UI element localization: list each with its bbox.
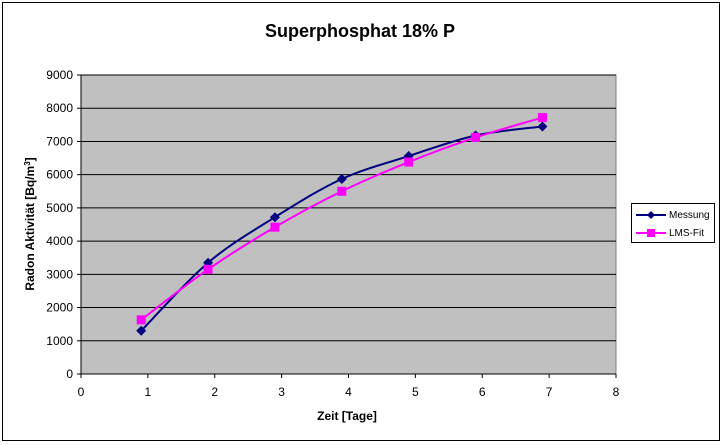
data-point-lms-fit — [203, 264, 213, 274]
x-tick-label: 7 — [546, 385, 553, 399]
y-tick-label: 7000 — [46, 134, 73, 148]
data-point-lms-fit — [471, 132, 481, 142]
y-tick-label: 0 — [66, 367, 73, 381]
y-tick-label: 1000 — [46, 334, 73, 348]
legend: Messung LMS-Fit — [631, 203, 715, 243]
y-tick-label: 4000 — [46, 234, 73, 248]
plot-area — [80, 74, 617, 375]
x-tick-label: 2 — [211, 385, 218, 399]
y-tick-label: 8000 — [46, 101, 73, 115]
data-point-messung — [336, 173, 347, 184]
legend-swatch-messung — [636, 211, 666, 219]
x-tick-label: 5 — [412, 385, 419, 399]
legend-swatch-lms-fit — [636, 229, 666, 237]
x-tick-label: 8 — [613, 385, 620, 399]
legend-label-messung: Messung — [669, 209, 710, 221]
data-point-lms-fit — [404, 157, 414, 167]
y-axis-label-sup: 3 — [23, 161, 32, 166]
chart-title: Superphosphat 18% P — [265, 21, 455, 41]
y-axis-label-end: ] — [23, 157, 37, 161]
y-axis-ticks: 0 1000 2000 3000 4000 5000 6000 7000 8000 9000 — [46, 68, 81, 381]
x-axis-ticks: 0 1 2 3 4 5 6 7 8 — [78, 374, 620, 399]
y-tick-label: 6000 — [46, 168, 73, 182]
y-tick-label: 2000 — [46, 301, 73, 315]
legend-item-lms-fit: LMS-Fit — [636, 226, 704, 240]
data-point-lms-fit — [337, 186, 347, 196]
data-point-lms-fit — [270, 222, 280, 232]
y-tick-label: 3000 — [46, 267, 73, 281]
y-tick-label: 5000 — [46, 201, 73, 215]
y-tick-label: 9000 — [46, 68, 73, 82]
data-point-messung — [537, 121, 548, 132]
x-tick-label: 0 — [78, 385, 85, 399]
x-tick-label: 3 — [278, 385, 285, 399]
x-tick-label: 1 — [145, 385, 152, 399]
series-layer — [136, 113, 548, 336]
data-point-messung — [136, 325, 147, 336]
x-tick-label: 6 — [479, 385, 486, 399]
x-axis-label: Zeit [Tage] — [317, 409, 377, 423]
data-point-messung — [269, 212, 280, 223]
grid-lines — [80, 74, 616, 375]
legend-item-messung: Messung — [636, 208, 710, 222]
y-axis-label-main: Radon Aktivität [Bq/m — [23, 166, 37, 291]
legend-label-lms-fit: LMS-Fit — [669, 227, 704, 239]
y-axis-label: Radon Aktivität [Bq/m3] — [23, 157, 37, 290]
x-tick-label: 4 — [345, 385, 352, 399]
data-point-lms-fit — [136, 315, 146, 325]
data-point-lms-fit — [537, 113, 547, 123]
